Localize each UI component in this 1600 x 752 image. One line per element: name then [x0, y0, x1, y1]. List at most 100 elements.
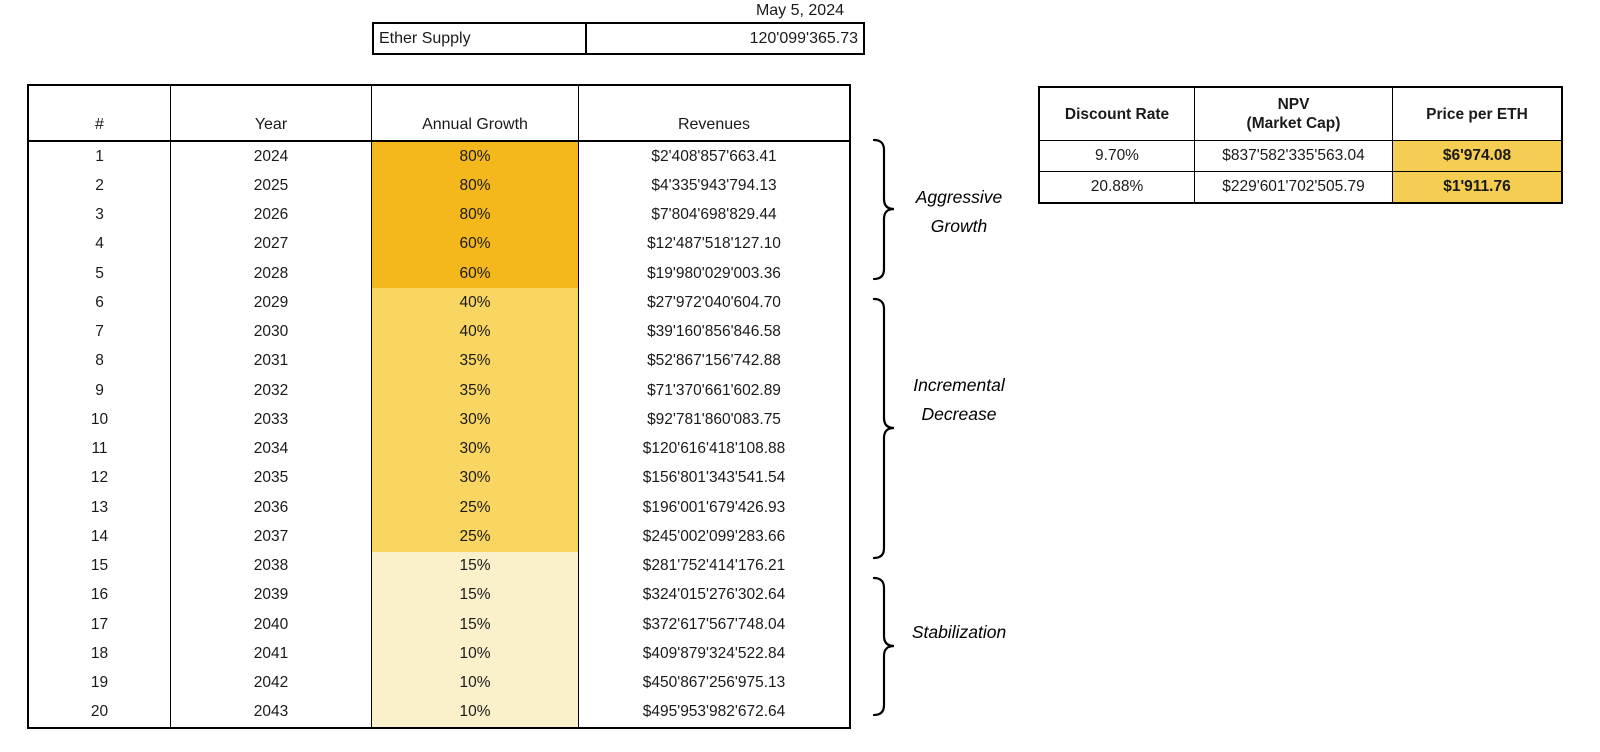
phase-label-line: Decrease — [921, 404, 997, 424]
table-row: 2 2025 80% $4'335'943'794.13 — [27, 171, 851, 201]
year-cell: 2035 — [170, 463, 372, 493]
year-cell: 2030 — [170, 317, 372, 347]
ether-supply-row: Ether Supply 120'099'365.73 — [372, 22, 865, 55]
row-number-cell: 17 — [27, 610, 171, 640]
annual-growth-cell: 80% — [371, 200, 579, 230]
col-header-number: # — [27, 85, 171, 142]
revenue-cell: $495'953'982'672.64 — [578, 697, 851, 728]
revenue-cell: $52'867'156'742.88 — [578, 346, 851, 376]
phase-label-line: Stabilization — [911, 622, 1007, 642]
revenue-cell: $7'804'698'829.44 — [578, 200, 851, 230]
table-row: 4 2027 60% $12'487'518'127.10 — [27, 229, 851, 259]
annual-growth-cell: 60% — [371, 229, 579, 259]
row-number-cell: 4 — [27, 229, 171, 259]
phase-label-stabilization: Stabilization — [888, 618, 1030, 647]
col-header-annual-growth: Annual Growth — [371, 85, 579, 142]
annual-growth-cell: 60% — [371, 259, 579, 289]
annual-growth-cell: 40% — [371, 288, 579, 318]
year-cell: 2028 — [170, 259, 372, 289]
ether-supply-label: Ether Supply — [372, 22, 587, 55]
year-cell: 2036 — [170, 493, 372, 523]
table-row: 8 2031 35% $52'867'156'742.88 — [27, 346, 851, 376]
row-number-cell: 10 — [27, 405, 171, 435]
ether-supply-value: 120'099'365.73 — [585, 22, 865, 55]
row-number-cell: 8 — [27, 346, 171, 376]
revenue-cell: $450'867'256'975.13 — [578, 668, 851, 698]
revenue-cell: $71'370'661'602.89 — [578, 376, 851, 406]
annual-growth-cell: 10% — [371, 668, 579, 698]
row-number-cell: 13 — [27, 493, 171, 523]
table-row: 6 2029 40% $27'972'040'604.70 — [27, 288, 851, 318]
npv-market-cap-cell: $229'601'702'505.79 — [1194, 171, 1393, 204]
annual-growth-cell: 25% — [371, 493, 579, 523]
year-cell: 2027 — [170, 229, 372, 259]
year-cell: 2031 — [170, 346, 372, 376]
table-row: 14 2037 25% $245'002'099'283.66 — [27, 522, 851, 552]
revenue-cell: $409'879'324'522.84 — [578, 639, 851, 669]
revenue-projection-table: # Year Annual Growth Revenues 1 2024 80%… — [27, 84, 851, 729]
annual-growth-cell: 15% — [371, 580, 579, 610]
table-row: 16 2039 15% $324'015'276'302.64 — [27, 580, 851, 610]
year-cell: 2038 — [170, 551, 372, 581]
npv-header-line1: NPV — [1277, 96, 1310, 113]
revenue-cell: $2'408'857'663.41 — [578, 141, 851, 172]
row-number-cell: 7 — [27, 317, 171, 347]
table-row: 5 2028 60% $19'980'029'003.36 — [27, 259, 851, 289]
npv-header-line2: (Market Cap) — [1246, 115, 1341, 132]
annual-growth-cell: 15% — [371, 610, 579, 640]
table-row: 13 2036 25% $196'001'679'426.93 — [27, 493, 851, 523]
year-cell: 2026 — [170, 200, 372, 230]
price-per-eth-cell: $1'911.76 — [1392, 171, 1563, 204]
row-number-cell: 20 — [27, 697, 171, 728]
annual-growth-cell: 15% — [371, 551, 579, 581]
revenue-cell: $92'781'860'083.75 — [578, 405, 851, 435]
npv-table-header-row: Discount Rate NPV (Market Cap) Price per… — [1038, 86, 1563, 141]
annual-growth-cell: 30% — [371, 463, 579, 493]
year-cell: 2037 — [170, 522, 372, 552]
table-row: 20 2043 10% $495'953'982'672.64 — [27, 697, 851, 728]
year-cell: 2025 — [170, 171, 372, 201]
year-cell: 2041 — [170, 639, 372, 669]
year-cell: 2029 — [170, 288, 372, 318]
phase-label-line: Growth — [930, 216, 988, 236]
table-row: 18 2041 10% $409'879'324'522.84 — [27, 639, 851, 669]
revenue-cell: $27'972'040'604.70 — [578, 288, 851, 318]
revenue-cell: $281'752'414'176.21 — [578, 551, 851, 581]
phase-label-aggressive-growth: Aggressive Growth — [888, 183, 1030, 241]
npv-table-row: 20.88% $229'601'702'505.79 $1'911.76 — [1038, 171, 1563, 204]
brace-stabilization — [872, 576, 895, 717]
row-number-cell: 2 — [27, 171, 171, 201]
row-number-cell: 19 — [27, 668, 171, 698]
revenue-cell: $39'160'856'846.58 — [578, 317, 851, 347]
ether-supply-table: Ether Supply 120'099'365.73 — [372, 22, 865, 55]
row-number-cell: 6 — [27, 288, 171, 318]
revenue-cell: $12'487'518'127.10 — [578, 229, 851, 259]
annual-growth-cell: 35% — [371, 376, 579, 406]
phase-label-incremental-decrease: Incremental Decrease — [888, 371, 1030, 429]
row-number-cell: 18 — [27, 639, 171, 669]
table-row: 11 2034 30% $120'616'418'108.88 — [27, 434, 851, 464]
table-row: 15 2038 15% $281'752'414'176.21 — [27, 551, 851, 581]
main-table-header-row: # Year Annual Growth Revenues — [27, 85, 851, 142]
col-header-revenues: Revenues — [578, 85, 851, 142]
year-cell: 2040 — [170, 610, 372, 640]
table-row: 1 2024 80% $2'408'857'663.41 — [27, 141, 851, 172]
table-row: 7 2030 40% $39'160'856'846.58 — [27, 317, 851, 347]
revenue-cell: $372'617'567'748.04 — [578, 610, 851, 640]
year-cell: 2024 — [170, 141, 372, 172]
col-header-price-per-eth: Price per ETH — [1392, 86, 1563, 141]
annual-growth-cell: 35% — [371, 346, 579, 376]
table-row: 9 2032 35% $71'370'661'602.89 — [27, 376, 851, 406]
brace-aggressive-growth — [872, 138, 895, 281]
col-header-year: Year — [170, 85, 372, 142]
row-number-cell: 14 — [27, 522, 171, 552]
year-cell: 2033 — [170, 405, 372, 435]
year-cell: 2043 — [170, 697, 372, 728]
annual-growth-cell: 10% — [371, 639, 579, 669]
brace-incremental-decrease — [872, 297, 895, 560]
annual-growth-cell: 80% — [371, 171, 579, 201]
year-cell: 2034 — [170, 434, 372, 464]
row-number-cell: 5 — [27, 259, 171, 289]
table-row: 3 2026 80% $7'804'698'829.44 — [27, 200, 851, 230]
npv-table-row: 9.70% $837'582'335'563.04 $6'974.08 — [1038, 140, 1563, 172]
